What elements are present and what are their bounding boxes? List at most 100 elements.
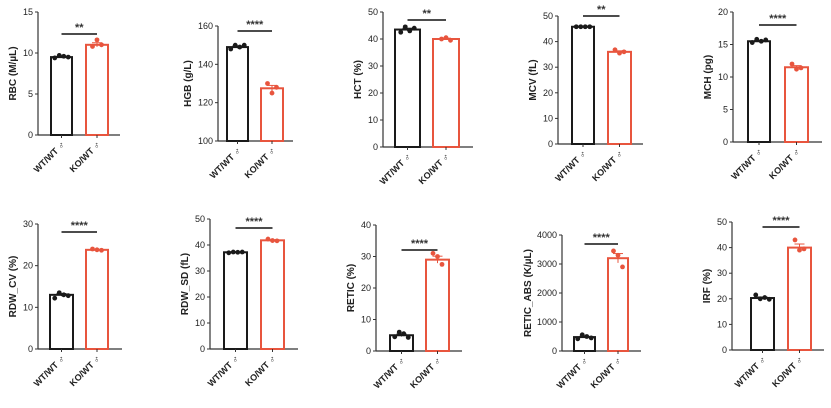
y-tick-label: 50 <box>543 11 553 21</box>
wt-bar <box>747 40 771 143</box>
data-point <box>617 50 622 56</box>
data-point <box>575 336 581 342</box>
x-tick-label: WT/WT ♂ <box>733 354 768 389</box>
y-tick-label: 10 <box>368 115 378 125</box>
data-point <box>265 236 271 242</box>
data-point <box>587 24 593 30</box>
data-point <box>56 53 62 58</box>
y-tick-label: 140 <box>198 59 213 69</box>
data-point <box>52 295 58 301</box>
panel-hct: 0 10 20 30 40 50 HCT (%) WT/WT ♂ KO/WT ♂ ** <box>353 7 473 187</box>
panel-rdw_cv: 0 10 20 30 RDW_CV (%) WT/WT ♂ KO/WT ♂ **** <box>8 219 122 389</box>
y-tick-label: 0 <box>723 137 728 147</box>
significance-label: **** <box>772 215 790 227</box>
data-point <box>401 331 407 337</box>
x-tick-label: KO/WT ♂ <box>770 354 805 389</box>
data-point <box>90 246 95 252</box>
wt-bar <box>226 46 249 142</box>
x-tick-label: KO/WT ♂ <box>767 146 802 181</box>
x-tick-label: KO/WT ♂ <box>589 355 624 390</box>
data-point <box>269 90 275 96</box>
y-axis-label: HGB (g/L) <box>183 60 194 107</box>
y-tick-label: 10 <box>543 113 553 123</box>
data-point <box>430 250 436 256</box>
x-tick-label: WT/WT ♂ <box>206 353 241 388</box>
panel-mcv: 0 10 20 30 40 50 MCV (fL) WT/WT ♂ KO/WT ♂ ** <box>528 4 643 184</box>
data-point <box>99 247 104 253</box>
wt-bar <box>223 251 248 350</box>
panel-mch: 0 5 10 15 20 MCH (pg) WT/WT ♂ KO/WT ♂ **** <box>703 7 822 182</box>
data-point <box>94 247 100 253</box>
ko-bar <box>260 239 285 351</box>
data-point <box>398 29 404 35</box>
data-point <box>56 290 62 296</box>
y-tick-label: 30 <box>368 61 378 71</box>
data-point <box>61 53 67 59</box>
x-tick-label: KO/WT ♂ <box>68 353 103 388</box>
data-point <box>758 38 764 44</box>
wt-bar <box>394 28 421 148</box>
significance-label: ** <box>422 8 431 20</box>
x-tick-label: WT/WT ♂ <box>208 145 243 180</box>
ko-bar <box>425 258 450 352</box>
y-axis-label: RETIC_ABS (K/µL) <box>523 249 534 337</box>
data-point <box>228 46 234 52</box>
y-tick-label: 0 <box>373 142 378 152</box>
data-point <box>757 296 763 302</box>
data-point <box>439 36 444 42</box>
data-point <box>65 54 71 60</box>
y-tick-label: 1000 <box>537 317 557 327</box>
data-point <box>435 254 440 259</box>
y-axis-label: RBC (M/µL) <box>8 46 19 100</box>
data-point <box>794 66 799 72</box>
wt-bar <box>49 293 74 351</box>
ko-bar <box>432 38 460 148</box>
data-point <box>762 295 768 300</box>
data-point <box>237 44 243 50</box>
data-point <box>396 329 402 335</box>
y-tick-label: 20 <box>361 283 371 293</box>
x-tick-label: KO/WT ♂ <box>68 139 103 174</box>
data-point <box>588 335 594 341</box>
y-tick-label: 10 <box>717 319 727 329</box>
y-tick-label: 0 <box>200 344 205 354</box>
y-tick-label: 40 <box>543 37 553 47</box>
y-tick-label: 40 <box>361 220 371 230</box>
panel-irf: 0 10 20 30 40 50 IRF (%) WT/WT ♂ KO/WT ♂ **** <box>702 215 824 390</box>
y-tick-label: 50 <box>717 217 727 227</box>
x-tick-label: WT/WT ♂ <box>372 355 407 390</box>
ko-bar <box>85 43 109 136</box>
data-point <box>405 335 411 340</box>
y-tick-label: 20 <box>717 294 727 304</box>
data-point <box>94 37 100 43</box>
y-tick-label: 10 <box>23 48 33 58</box>
y-tick-label: 3000 <box>537 259 557 269</box>
y-tick-label: 10 <box>718 72 728 82</box>
y-tick-label: 100 <box>198 136 213 146</box>
data-point <box>612 47 618 53</box>
panel-hgb: 100 120 140 160 HGB (g/L) WT/WT ♂ KO/WT ♂ **** <box>183 19 293 181</box>
y-axis-label: IRF (%) <box>702 269 713 303</box>
ko-bar <box>260 87 284 142</box>
data-point <box>241 42 247 48</box>
significance-label: **** <box>246 19 264 31</box>
data-point <box>230 249 236 255</box>
data-point <box>90 44 95 49</box>
x-tick-label: WT/WT ♂ <box>378 151 413 186</box>
data-point <box>65 293 71 299</box>
x-tick-label: WT/WT ♂ <box>555 355 590 390</box>
x-tick-label: KO/WT ♂ <box>417 151 452 186</box>
data-point <box>235 249 241 255</box>
panel-retic: 0 10 20 30 40 RETIC (%) WT/WT ♂ KO/WT ♂ **** <box>346 220 462 391</box>
data-point <box>402 24 408 30</box>
significance-label: ** <box>75 22 84 34</box>
x-tick-label: KO/WT ♂ <box>408 355 443 390</box>
ko-bar <box>607 50 632 146</box>
y-tick-label: 5 <box>28 89 33 99</box>
data-point <box>579 332 585 338</box>
data-point <box>798 65 804 71</box>
data-point <box>754 36 760 42</box>
significance-label: **** <box>71 220 89 232</box>
x-tick-label: KO/WT ♂ <box>243 353 278 388</box>
